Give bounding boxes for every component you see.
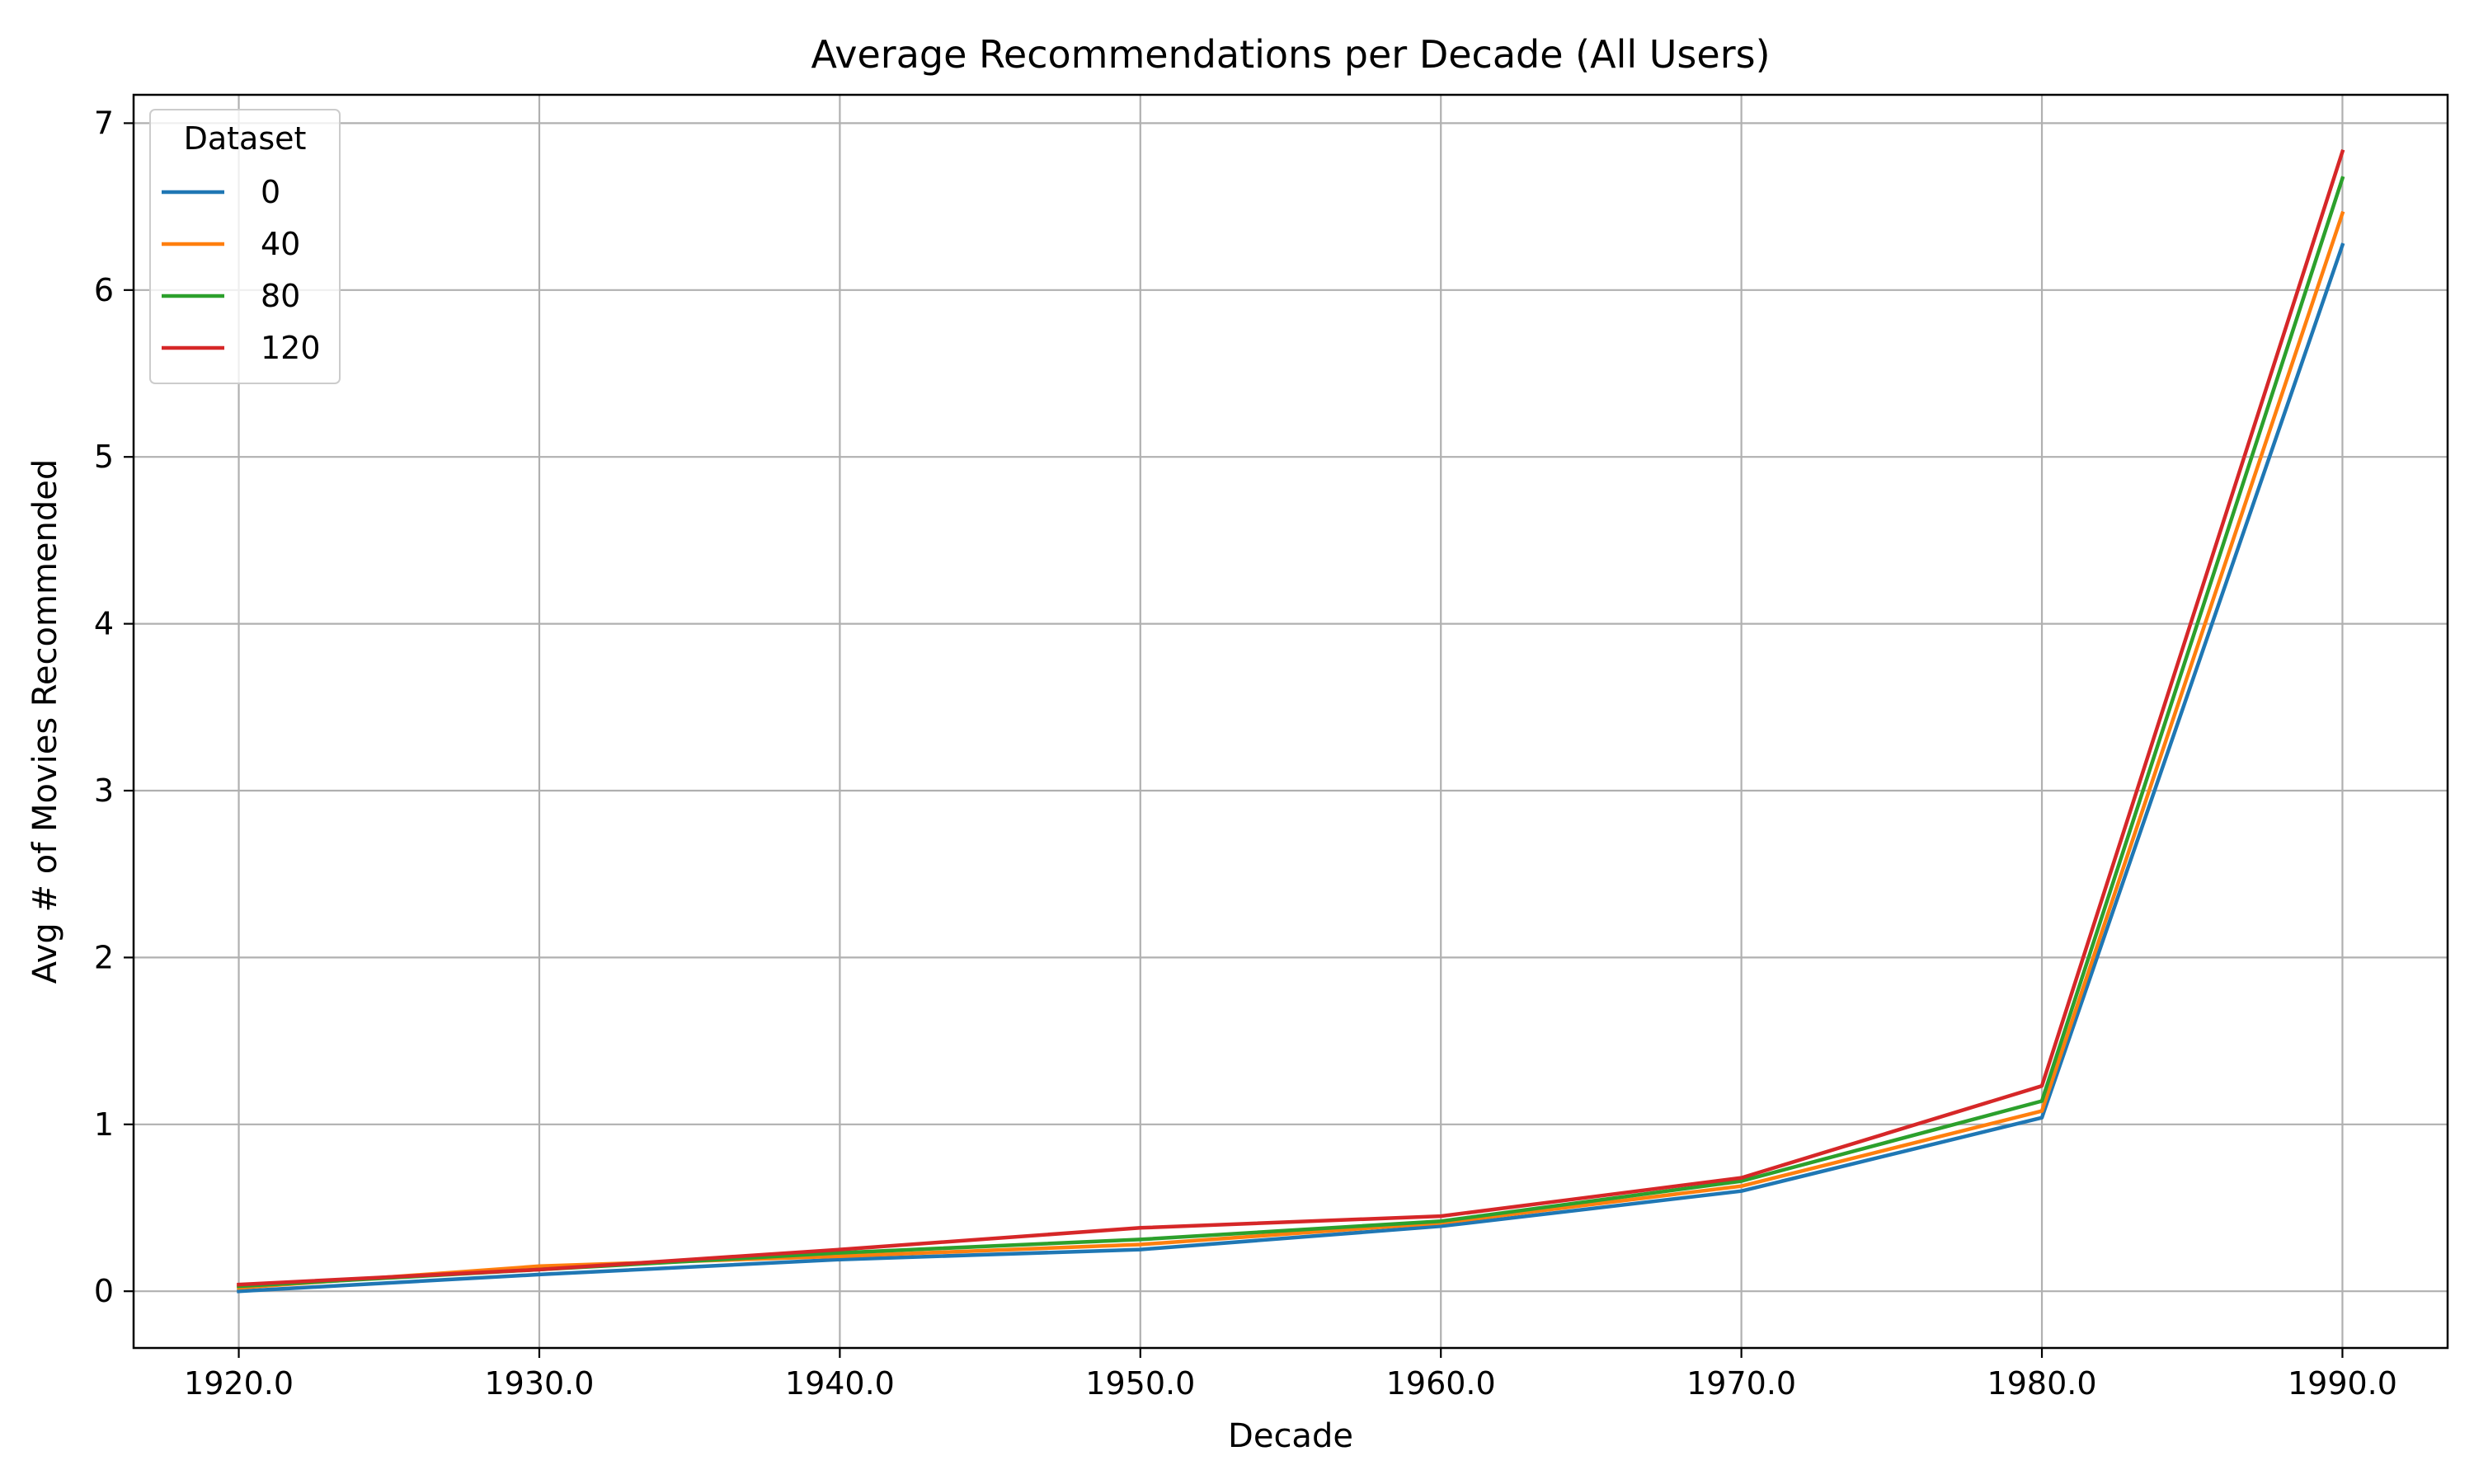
x-tick-label: 1930.0 xyxy=(484,1365,594,1402)
x-tick-label: 1920.0 xyxy=(184,1365,294,1402)
y-tick-label: 7 xyxy=(94,105,114,141)
x-axis-ticks: 1920.0 1930.0 1940.0 1950.0 1960.0 1970.0 1980… xyxy=(184,1348,2397,1402)
legend-label: 0 xyxy=(261,174,280,210)
y-axis-ticks: 0 1 2 3 4 5 6 7 xyxy=(94,105,134,1309)
legend: Dataset 0 40 80 120 xyxy=(149,109,341,384)
x-axis-label: Decade xyxy=(1228,1417,1353,1455)
y-tick-label: 4 xyxy=(94,606,114,642)
chart-title: Average Recommendations per Decade (All … xyxy=(811,32,1770,77)
plot-frame xyxy=(132,93,2449,1350)
x-tick-label: 1940.0 xyxy=(785,1365,895,1402)
y-tick-label: 0 xyxy=(94,1273,114,1309)
y-tick-label: 2 xyxy=(94,939,114,975)
legend-title: Dataset xyxy=(184,120,307,157)
x-tick-label: 1970.0 xyxy=(1686,1365,1796,1402)
x-tick-label: 1990.0 xyxy=(2288,1365,2397,1402)
legend-label: 80 xyxy=(261,278,300,314)
y-tick-label: 1 xyxy=(94,1106,114,1143)
series-lines xyxy=(237,148,2345,1294)
grid xyxy=(134,95,2448,1348)
x-tick-label: 1960.0 xyxy=(1386,1365,1496,1402)
legend-items: 0 40 80 120 xyxy=(162,174,321,366)
legend-label: 40 xyxy=(261,226,300,262)
y-tick-label: 5 xyxy=(94,439,114,475)
y-tick-label: 6 xyxy=(94,272,114,308)
legend-label: 120 xyxy=(261,330,321,366)
y-tick-label: 3 xyxy=(94,773,114,809)
x-tick-label: 1950.0 xyxy=(1085,1365,1195,1402)
series-line-0 xyxy=(237,242,2345,1294)
x-tick-label: 1980.0 xyxy=(1987,1365,2097,1402)
y-axis-label: Avg # of Movies Recommended xyxy=(26,459,64,984)
series-line-120 xyxy=(237,148,2345,1287)
legend-box xyxy=(149,109,341,384)
